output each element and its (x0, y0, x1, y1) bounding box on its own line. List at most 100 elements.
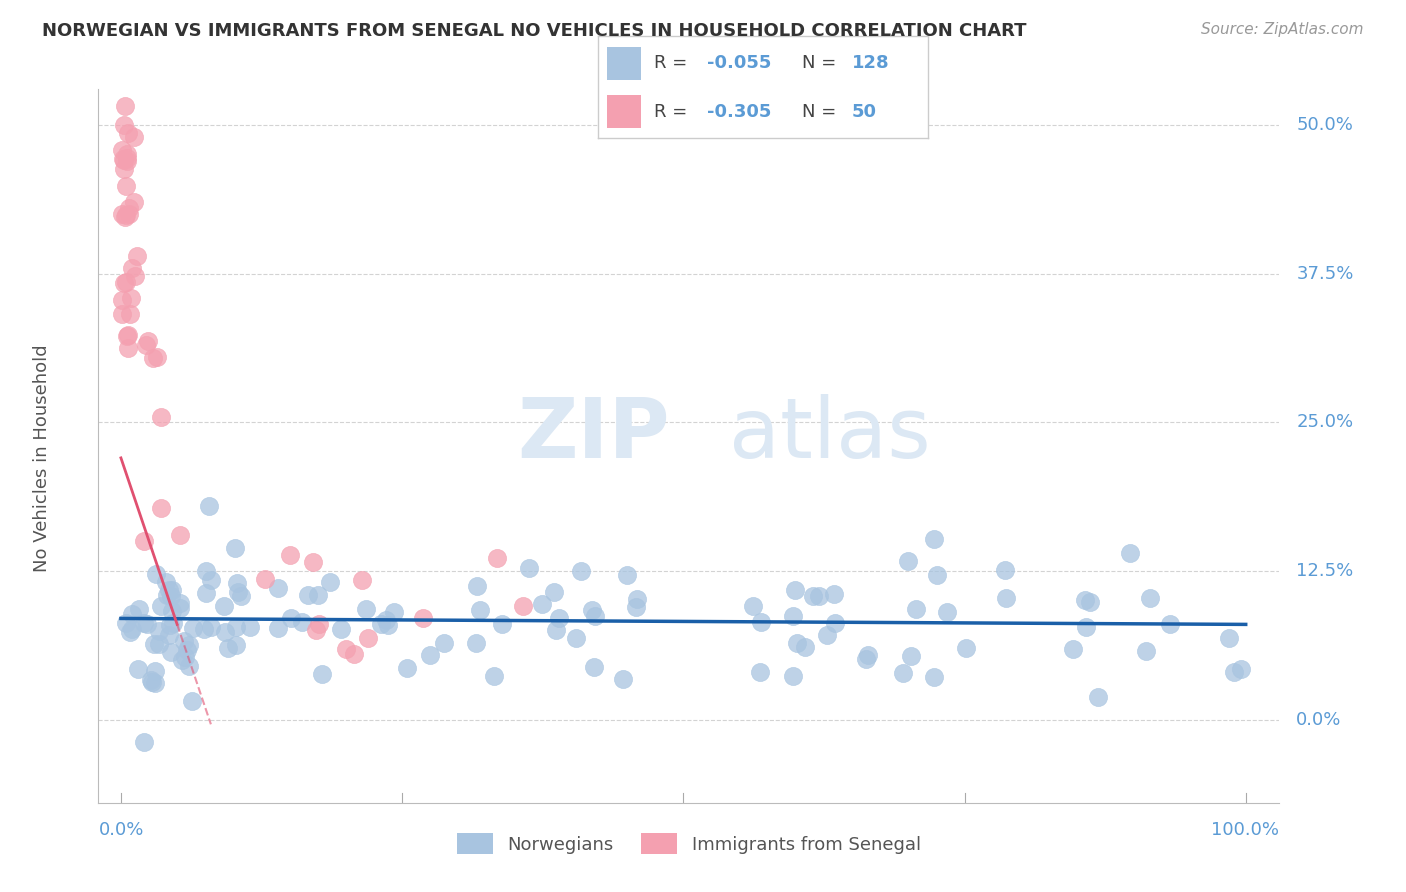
Point (824, 615, 846, 630)
Point (180, 694, 202, 708)
Point (124, 269, 146, 284)
Point (231, 590, 253, 604)
Point (782, 669, 804, 683)
Point (148, 624, 170, 638)
Point (157, 628, 180, 642)
Point (118, 307, 141, 321)
Point (111, 293, 134, 307)
Point (150, 599, 173, 614)
Point (145, 566, 167, 581)
Point (160, 589, 183, 603)
Point (995, 591, 1018, 605)
Point (491, 616, 513, 631)
Point (512, 599, 534, 613)
Text: ZIP: ZIP (517, 393, 669, 475)
Point (111, 207, 134, 221)
Point (302, 555, 325, 569)
Point (354, 602, 377, 616)
Text: 12.5%: 12.5% (1296, 562, 1354, 580)
Text: 0.0%: 0.0% (1296, 711, 1341, 729)
Point (224, 541, 246, 555)
Point (117, 342, 139, 356)
Point (891, 666, 914, 681)
Point (783, 583, 806, 598)
Point (612, 672, 634, 686)
Point (160, 604, 183, 618)
Point (922, 532, 945, 546)
Point (121, 622, 143, 636)
Point (169, 596, 191, 610)
Point (217, 640, 239, 655)
Point (179, 659, 201, 673)
Point (278, 548, 301, 562)
Point (1074, 620, 1097, 634)
Point (143, 664, 166, 678)
Point (855, 652, 877, 666)
Point (198, 500, 221, 514)
Point (141, 673, 163, 687)
Point (955, 641, 977, 656)
Text: 100.0%: 100.0% (1212, 821, 1279, 838)
Point (112, 162, 135, 177)
Point (329, 622, 352, 636)
Point (114, 275, 136, 289)
Text: 50: 50 (852, 103, 877, 120)
Point (136, 334, 159, 348)
Point (122, 195, 145, 210)
Point (122, 130, 145, 145)
Point (169, 600, 191, 615)
Text: R =: R = (654, 103, 688, 120)
Point (582, 660, 605, 674)
Point (200, 620, 222, 634)
Point (150, 410, 173, 425)
Point (148, 637, 170, 651)
Point (179, 638, 201, 652)
Point (751, 615, 773, 629)
Point (297, 588, 319, 602)
Point (786, 636, 808, 650)
Text: 25.0%: 25.0% (1296, 413, 1354, 431)
Point (543, 585, 565, 599)
Point (519, 561, 541, 575)
Text: Source: ZipAtlas.com: Source: ZipAtlas.com (1201, 22, 1364, 37)
Text: NORWEGIAN VS IMMIGRANTS FROM SENEGAL NO VEHICLES IN HOUSEHOLD CORRELATION CHART: NORWEGIAN VS IMMIGRANTS FROM SENEGAL NO … (42, 22, 1026, 40)
Bar (607, 95, 641, 128)
Point (266, 581, 288, 595)
Point (142, 351, 165, 365)
Text: -0.305: -0.305 (707, 103, 770, 120)
Point (897, 554, 920, 568)
Point (135, 616, 157, 631)
Point (616, 567, 638, 582)
Point (319, 574, 342, 589)
Point (343, 647, 366, 661)
Point (741, 599, 763, 613)
Point (114, 99, 136, 113)
Point (112, 153, 135, 167)
Point (782, 608, 804, 623)
Point (1159, 616, 1181, 631)
Point (193, 623, 215, 637)
Point (994, 562, 1017, 576)
Point (195, 564, 218, 578)
Point (111, 307, 134, 321)
Point (118, 625, 141, 640)
Point (1087, 690, 1109, 704)
Point (115, 208, 138, 222)
Point (858, 648, 880, 663)
Point (115, 179, 138, 194)
Text: N =: N = (803, 103, 837, 120)
Point (546, 623, 568, 637)
Text: No Vehicles in Household: No Vehicles in Household (34, 344, 51, 572)
Point (748, 665, 770, 680)
Point (112, 276, 135, 290)
Point (382, 605, 405, 619)
Point (112, 118, 135, 132)
Point (465, 579, 488, 593)
Point (121, 607, 143, 621)
Point (127, 662, 149, 676)
Point (1135, 643, 1157, 657)
Point (225, 575, 247, 590)
Point (142, 637, 165, 651)
Point (118, 201, 141, 215)
Point (801, 589, 824, 603)
